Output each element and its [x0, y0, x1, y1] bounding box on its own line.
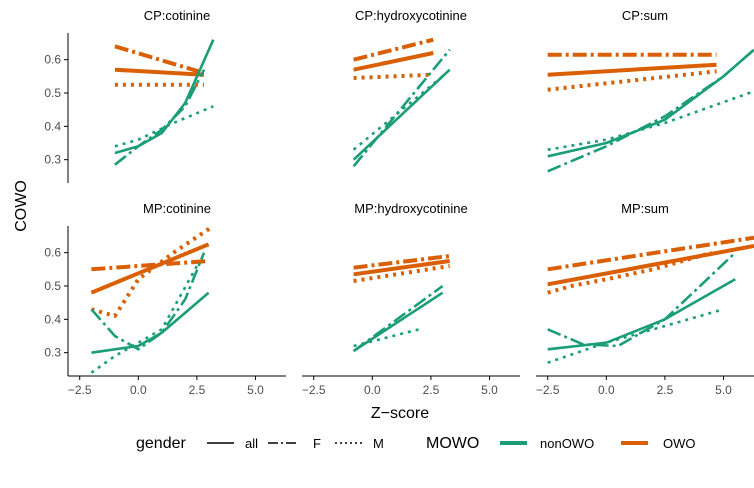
series-line-owo-m	[90, 224, 215, 318]
series-line-owo-all	[114, 67, 205, 77]
y-tick-label: 0.4	[44, 312, 61, 326]
y-tick-label: 0.3	[44, 153, 61, 167]
x-tick-label: 5.0	[247, 383, 264, 397]
legend-mowo-title: MOWO	[426, 435, 479, 452]
x-tick-label: 0.0	[364, 383, 381, 397]
series-line-nonowo-m	[547, 308, 724, 364]
series-line-nonowo-m	[90, 265, 199, 374]
series-line-owo-f	[91, 259, 209, 272]
panel: MP:cotinine 0.3 0.4 0.5 0.6 −2.5 0.0 2.5 5.0	[44, 201, 286, 397]
x-tick-label: −2.5	[302, 383, 326, 397]
panel: CP:cotinine 0.3 0.4 0.5 0.6	[44, 8, 215, 183]
y-tick-label: 0.5	[44, 86, 61, 100]
panel-title: MP:sum	[621, 201, 669, 216]
series-line-nonowo-f	[547, 48, 754, 173]
panel: MP:hydroxycotinine −2.5 0.0 2.5 5.0	[302, 201, 520, 397]
x-tick-label: 0.0	[598, 383, 615, 397]
x-tick-label: −2.5	[68, 383, 92, 397]
y-tick-label: 0.6	[44, 246, 61, 260]
panel-title: CP:cotinine	[144, 8, 210, 23]
series-line-owo-f	[114, 44, 205, 75]
panels-layer: CP:cotinine 0.3 0.4 0.5 0.6 CP:hydroxycotinin…	[44, 8, 754, 397]
x-axis-title: Z−score	[371, 405, 429, 422]
legend-label-owo: OWO	[663, 436, 696, 451]
series-line-nonowo-all	[547, 48, 754, 158]
panel-title: MP:hydroxycotinine	[354, 201, 467, 216]
series-line-nonowo-f	[90, 252, 206, 351]
x-tick-label: 0.0	[130, 383, 147, 397]
x-tick-label: 5.0	[715, 383, 732, 397]
x-tick-label: 5.0	[481, 383, 498, 397]
series-line-nonowo-all	[352, 291, 444, 353]
y-tick-label: 0.6	[44, 53, 61, 67]
panel: CP:hydroxycotinine	[352, 8, 467, 168]
y-axis-title: COWO	[13, 180, 30, 232]
series-line-nonowo-all	[352, 68, 451, 161]
series-line-owo-all	[353, 259, 450, 277]
legend-label-f: F	[313, 436, 321, 451]
series-line-nonowo-all	[114, 39, 215, 155]
series-line-nonowo-m	[547, 90, 754, 151]
x-tick-label: 2.5	[423, 383, 440, 397]
series-line-owo-f	[353, 254, 450, 270]
series-line-nonowo-f	[547, 251, 737, 348]
legend: gender all F M MOWO nonOWO OWO	[136, 435, 696, 452]
series-line-owo-f	[547, 235, 754, 272]
legend-label-all: all	[245, 436, 258, 451]
series-line-owo-all	[547, 244, 754, 287]
series-line-nonowo-all	[91, 291, 210, 354]
panel: MP:sum −2.5 0.0 2.5 5.0	[536, 201, 754, 397]
x-tick-label: −2.5	[536, 383, 560, 397]
panel: CP:sum	[547, 8, 754, 173]
series-line-nonowo-f	[352, 284, 444, 353]
series-line-owo-all	[547, 62, 717, 77]
series-line-owo-m	[547, 250, 713, 295]
y-tick-label: 0.4	[44, 119, 61, 133]
legend-label-m: M	[373, 436, 384, 451]
legend-label-nonowo: nonOWO	[540, 436, 594, 451]
series-line-nonowo-m	[352, 75, 444, 151]
legend-gender-title: gender	[136, 435, 186, 452]
y-tick-label: 0.5	[44, 279, 61, 293]
series-line-owo-m	[353, 72, 434, 80]
series-line-owo-m	[353, 264, 451, 283]
panel-title: CP:hydroxycotinine	[355, 8, 467, 23]
series-line-nonowo-f	[352, 48, 451, 168]
series-line-owo-f	[353, 37, 434, 62]
panel-title: MP:cotinine	[143, 201, 211, 216]
series-line-owo-all	[353, 51, 434, 72]
x-tick-label: 2.5	[189, 383, 206, 397]
series-line-owo-all	[90, 242, 210, 295]
y-tick-label: 0.3	[44, 346, 61, 360]
series-line-nonowo-all	[547, 278, 736, 351]
panel-title: CP:sum	[622, 8, 668, 23]
x-tick-label: 2.5	[657, 383, 674, 397]
series-line-nonowo-m	[353, 328, 420, 348]
